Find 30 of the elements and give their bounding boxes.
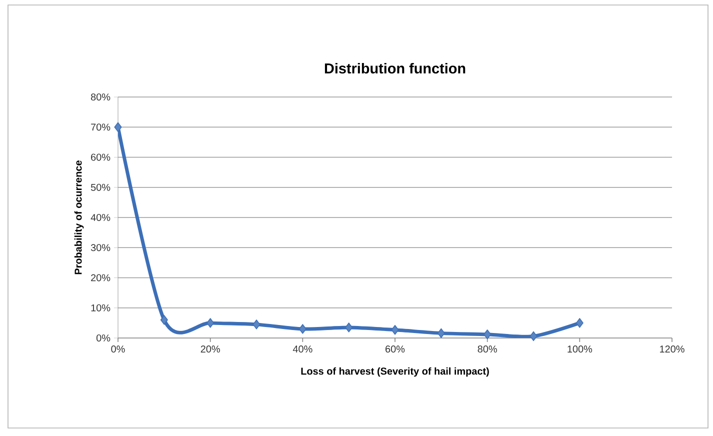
y-tick-label: 40% [90,214,110,222]
x-tick-label: 100% [568,346,592,353]
point [576,318,584,328]
x-tick-label: 40% [292,346,312,353]
chart-title: Distribution function [324,62,466,74]
y-tick-label: 20% [91,274,110,282]
y-tick-label: 50% [90,184,110,191]
point [298,324,306,334]
y-tick-label: 30% [90,244,110,252]
y-tick-label: 70% [91,124,110,131]
x-tick-label: 80% [478,346,497,353]
y-tick-label: 80% [90,93,110,101]
point [437,328,445,338]
point [530,331,538,342]
y-axis-title: Probability of ocurrence [74,160,84,274]
x-axis-title: Loss of harvest (Severity of hail impact) [301,367,489,377]
point [391,324,399,335]
x-tick-label: 20% [200,346,220,353]
point [252,320,260,330]
y-tick-label: 60% [91,154,110,161]
x-tick-label: 0% [111,346,125,353]
y-tick-label: 0% [96,334,110,342]
y-tick-label: 10% [91,304,110,312]
point [114,122,122,132]
point [484,330,492,340]
point [160,315,168,325]
point [345,322,353,332]
x-tick-label: 120% [660,346,684,353]
x-tick-label: 60% [386,346,405,353]
point [206,318,214,328]
